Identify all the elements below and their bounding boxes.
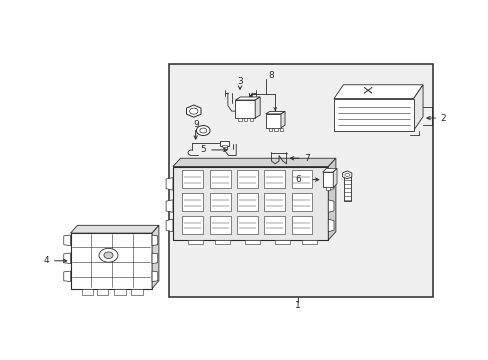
Bar	[182, 170, 203, 188]
Polygon shape	[342, 171, 351, 179]
Bar	[131, 288, 142, 294]
Text: 8: 8	[268, 71, 274, 80]
Bar	[188, 240, 203, 244]
Polygon shape	[152, 271, 158, 282]
Polygon shape	[265, 111, 285, 114]
Bar	[244, 118, 247, 121]
Polygon shape	[327, 200, 333, 212]
Circle shape	[196, 126, 210, 135]
Bar	[209, 193, 230, 211]
Polygon shape	[327, 177, 333, 190]
Bar	[264, 193, 285, 211]
Polygon shape	[166, 177, 173, 190]
Bar	[280, 128, 283, 131]
Bar	[275, 240, 290, 244]
Bar	[274, 128, 277, 131]
Bar	[209, 170, 230, 188]
Bar	[235, 100, 255, 118]
Polygon shape	[327, 158, 335, 240]
Bar	[114, 288, 125, 294]
Text: 1: 1	[294, 301, 300, 310]
Bar	[182, 193, 203, 211]
Bar	[70, 233, 152, 288]
Bar	[237, 216, 257, 234]
Bar	[268, 128, 271, 131]
Polygon shape	[332, 168, 336, 187]
Circle shape	[104, 252, 113, 258]
Bar	[265, 114, 280, 128]
Circle shape	[189, 108, 198, 114]
Polygon shape	[173, 158, 335, 167]
Text: 3: 3	[237, 77, 243, 86]
Bar	[291, 170, 312, 188]
Bar	[209, 216, 230, 234]
Bar	[291, 193, 312, 211]
Circle shape	[99, 248, 118, 262]
Polygon shape	[152, 235, 158, 246]
Bar	[169, 64, 432, 297]
Bar	[97, 288, 108, 294]
Polygon shape	[280, 111, 285, 128]
Polygon shape	[63, 235, 70, 246]
Circle shape	[200, 128, 206, 133]
Bar	[82, 288, 93, 294]
Polygon shape	[235, 97, 260, 100]
Bar	[238, 118, 241, 121]
Bar	[173, 167, 327, 240]
Bar	[322, 172, 332, 187]
Bar	[222, 145, 226, 147]
Polygon shape	[152, 253, 158, 264]
Polygon shape	[63, 253, 70, 264]
Bar	[214, 240, 229, 244]
Bar	[333, 99, 413, 131]
Text: 4: 4	[43, 256, 49, 265]
Text: 7: 7	[304, 154, 309, 163]
Polygon shape	[413, 85, 422, 131]
Text: 6: 6	[295, 175, 301, 184]
Bar	[264, 170, 285, 188]
Polygon shape	[327, 219, 333, 232]
Polygon shape	[322, 168, 336, 172]
Polygon shape	[333, 85, 422, 99]
Polygon shape	[70, 225, 159, 233]
Bar	[220, 141, 228, 146]
Polygon shape	[63, 271, 70, 282]
Bar	[264, 216, 285, 234]
Bar	[237, 193, 257, 211]
Text: 9: 9	[193, 121, 199, 130]
Polygon shape	[186, 105, 201, 117]
Text: 2: 2	[440, 113, 446, 122]
Polygon shape	[152, 225, 159, 288]
Bar	[343, 175, 350, 201]
Bar	[301, 240, 316, 244]
Text: 5: 5	[201, 145, 206, 154]
Polygon shape	[166, 219, 173, 232]
Bar	[182, 216, 203, 234]
Bar	[237, 170, 257, 188]
Bar	[325, 187, 329, 190]
Polygon shape	[255, 97, 260, 118]
Bar	[291, 216, 312, 234]
Bar	[244, 240, 260, 244]
Bar	[249, 118, 252, 121]
Polygon shape	[166, 200, 173, 212]
Circle shape	[344, 173, 349, 176]
